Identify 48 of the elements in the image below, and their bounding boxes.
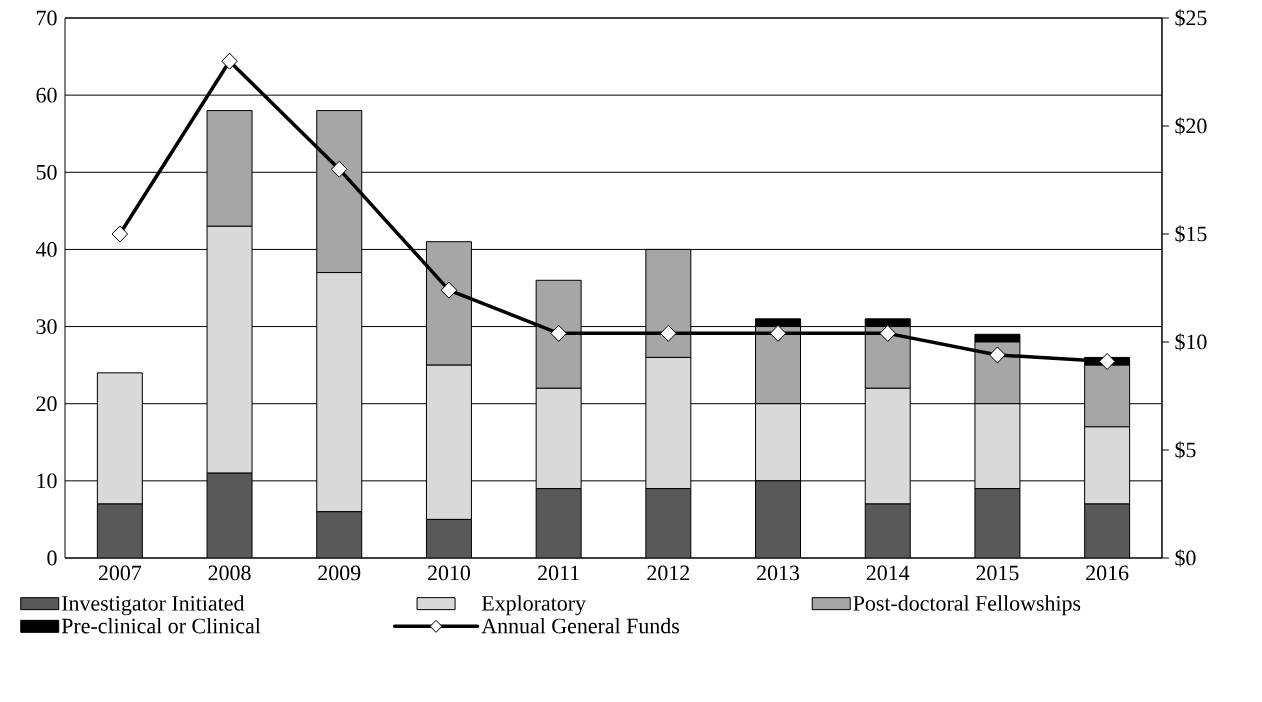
- point: [330, 160, 348, 178]
- legend-label: Pre-clinical or Clinical: [61, 617, 261, 634]
- y-tick-label: 50: [36, 164, 57, 180]
- y2-tick-label: $10: [1175, 333, 1207, 351]
- y-tick-label: 30: [36, 319, 57, 334]
- y-tick-label: 60: [36, 87, 57, 103]
- y2-tick-label: $25: [1175, 9, 1207, 27]
- x-tick-label: 2012: [647, 565, 690, 581]
- point: [989, 346, 1006, 364]
- x-tick-label: 2009: [318, 565, 361, 581]
- legend-label: Investigator Initiated: [62, 595, 245, 616]
- y2-tick-label: $20: [1175, 117, 1207, 135]
- point: [221, 52, 238, 70]
- bar: [425, 518, 472, 558]
- bar: [864, 503, 911, 558]
- bar: [535, 488, 582, 558]
- x-tick-label: 2016: [1086, 565, 1129, 581]
- x-tick-label: 2011: [538, 565, 579, 581]
- point: [440, 281, 458, 299]
- point: [660, 324, 677, 342]
- point: [769, 324, 787, 342]
- bar: [96, 503, 143, 558]
- y-tick-label: 10: [37, 473, 57, 489]
- bar: [316, 511, 363, 558]
- x-tick-label: 2015: [976, 565, 1019, 581]
- point: [1098, 352, 1116, 370]
- y2-tick-label: $15: [1175, 225, 1207, 243]
- y-tick-label: 0: [47, 550, 57, 566]
- bar: [755, 480, 802, 558]
- y-tick-label: 40: [35, 242, 57, 257]
- legend-label: Post-doctoral Fellowships: [853, 595, 1081, 616]
- bar: [1084, 503, 1131, 558]
- x-tick-label: 2007: [98, 565, 142, 581]
- legend-label: Annual General Funds: [481, 617, 679, 634]
- x-tick-label: 2008: [208, 565, 251, 581]
- y-tick-label: 20: [36, 396, 57, 412]
- y2-tick-label: $0: [1175, 549, 1196, 567]
- y2-tick-label: $5: [1175, 441, 1196, 459]
- bar: [206, 472, 253, 558]
- bar: [645, 488, 692, 558]
- y-tick-label: 70: [37, 10, 57, 26]
- legend-label: Exploratory: [481, 595, 586, 616]
- x-tick-label: 2014: [866, 565, 910, 581]
- bar: [974, 488, 1021, 558]
- point: [550, 324, 567, 342]
- x-tick-label: 2013: [757, 565, 800, 581]
- x-tick-label: 2010: [427, 565, 471, 581]
- point: [879, 324, 897, 342]
